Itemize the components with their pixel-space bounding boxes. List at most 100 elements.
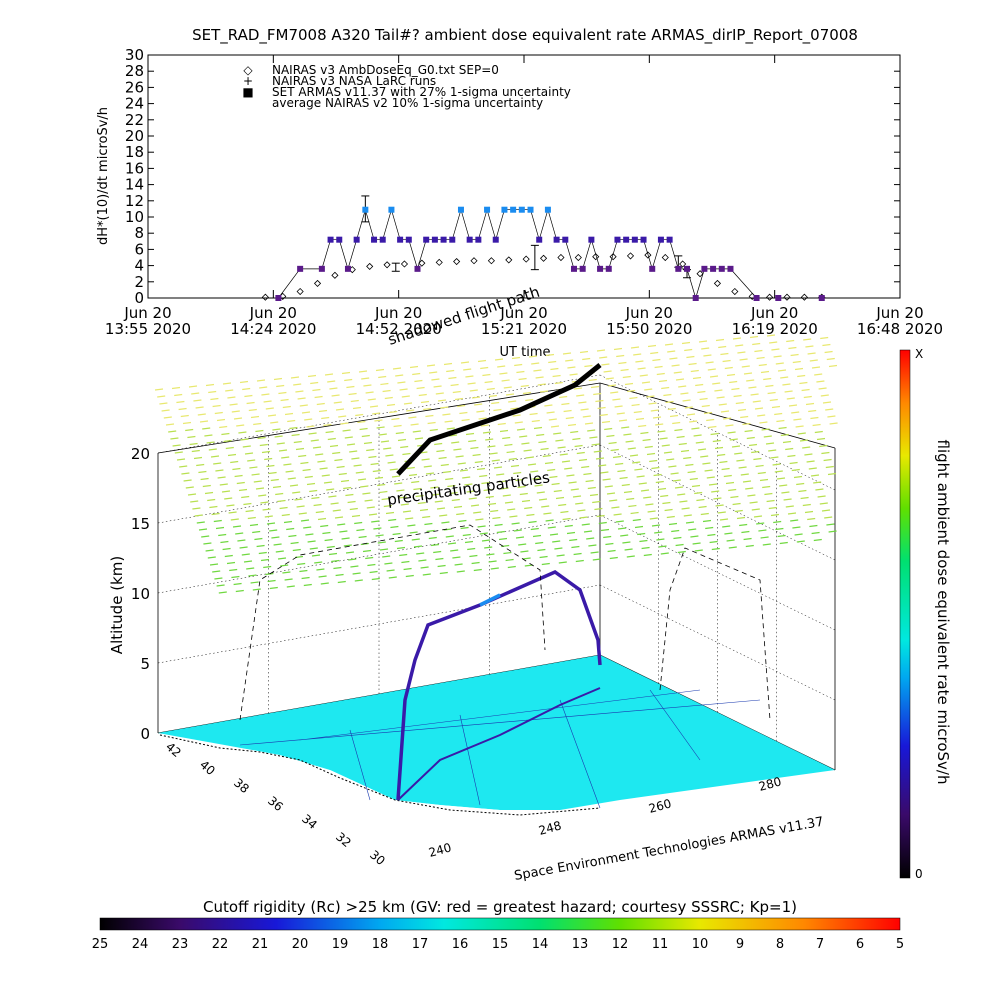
particle-mark	[611, 506, 620, 509]
armas-point	[423, 236, 430, 243]
particle-mark	[746, 379, 755, 382]
particle-mark	[462, 476, 471, 479]
particle-mark	[484, 546, 493, 549]
particle-mark	[204, 491, 214, 495]
legend-entry: SET ARMAS v11.37 with 27% 1-sigma uncert…	[272, 85, 571, 99]
particle-mark	[192, 507, 201, 510]
nairas-diamond	[731, 287, 739, 296]
particle-mark	[574, 444, 583, 448]
particle-mark	[320, 524, 329, 528]
particle-mark	[309, 547, 318, 550]
particle-mark	[728, 488, 737, 492]
particle-mark	[379, 548, 389, 551]
particle-mark	[312, 446, 322, 449]
particle-mark	[361, 377, 370, 380]
particle-mark	[238, 488, 248, 492]
particle-mark	[583, 472, 592, 476]
particle-mark	[358, 535, 367, 539]
particle-mark	[270, 478, 279, 482]
particle-mark	[778, 426, 787, 430]
particle-mark	[298, 454, 307, 458]
particle-mark	[573, 552, 582, 556]
particle-mark	[432, 493, 441, 496]
particle-mark	[707, 368, 716, 371]
particle-mark	[355, 413, 364, 417]
particle-mark	[442, 470, 452, 474]
particle-mark	[762, 543, 771, 546]
particle-mark	[465, 432, 475, 436]
particle-mark	[599, 413, 608, 417]
particle-mark	[229, 568, 238, 572]
particle-mark	[674, 428, 683, 432]
particle-mark	[244, 394, 253, 398]
particle-mark	[231, 410, 240, 413]
armas-point	[414, 265, 421, 272]
y-tick-label: 18	[125, 143, 144, 161]
particle-mark	[234, 474, 243, 478]
particle-mark	[796, 540, 805, 543]
particle-mark	[520, 550, 529, 553]
particle-mark	[718, 403, 727, 406]
particle-mark	[536, 433, 545, 437]
particle-mark	[253, 422, 262, 426]
particle-mark	[394, 539, 403, 543]
particle-mark	[417, 501, 426, 505]
particle-mark	[471, 396, 481, 399]
particle-mark	[249, 523, 259, 527]
particle-mark	[564, 467, 573, 470]
particle-mark	[612, 455, 622, 459]
particle-mark	[391, 417, 400, 421]
particle-mark	[227, 453, 237, 457]
dose-rate-colorbar-fill	[899, 349, 911, 879]
particle-mark	[658, 545, 667, 548]
particle-mark	[314, 561, 323, 564]
particle-mark	[657, 487, 667, 491]
particle-mark	[816, 380, 825, 383]
particle-mark	[664, 343, 674, 346]
particle-mark	[576, 394, 585, 397]
particle-mark	[236, 424, 245, 427]
armas-point	[405, 236, 412, 243]
particle-mark	[820, 394, 829, 397]
particle-mark	[676, 435, 685, 439]
particle-mark	[213, 462, 222, 465]
particle-mark	[393, 424, 402, 428]
particle-mark	[780, 433, 789, 437]
armas-point	[588, 236, 595, 243]
y-tick-label: 28	[125, 62, 144, 80]
particle-mark	[465, 375, 474, 378]
particle-mark	[582, 415, 591, 418]
particle-mark	[443, 362, 453, 366]
particle-mark	[428, 536, 437, 540]
particle-mark	[278, 391, 287, 395]
particle-mark	[219, 483, 228, 486]
particle-mark	[174, 451, 183, 454]
particle-mark	[605, 542, 614, 546]
particle-mark	[690, 369, 699, 373]
particle-mark	[172, 444, 181, 447]
particle-mark	[304, 475, 313, 479]
cutoff-rigidity-tick-label: 17	[412, 937, 429, 952]
particle-mark	[187, 435, 196, 439]
particle-mark	[386, 569, 395, 572]
particle-mark	[464, 483, 473, 486]
particle-mark	[782, 383, 791, 386]
particle-mark	[318, 409, 328, 413]
particle-mark	[804, 453, 813, 456]
particle-mark	[730, 495, 739, 499]
particle-mark	[378, 375, 387, 379]
particle-mark	[706, 476, 715, 479]
armas-point	[475, 236, 482, 243]
particle-mark	[632, 461, 641, 464]
particle-mark	[653, 473, 662, 477]
particle-mark	[535, 376, 544, 379]
particle-mark	[333, 401, 342, 404]
particle-mark	[722, 525, 731, 528]
particle-mark	[246, 567, 255, 570]
particle-mark	[461, 418, 470, 422]
particle-mark	[545, 353, 555, 357]
particle-mark	[271, 536, 280, 539]
particle-mark	[469, 389, 478, 392]
particle-mark	[756, 522, 765, 525]
cutoff-rigidity-ticks: 25 24 23 22 21 20 19 18 17 16 15 14 13 12 11 10 9 8 7 6 5	[92, 937, 904, 952]
